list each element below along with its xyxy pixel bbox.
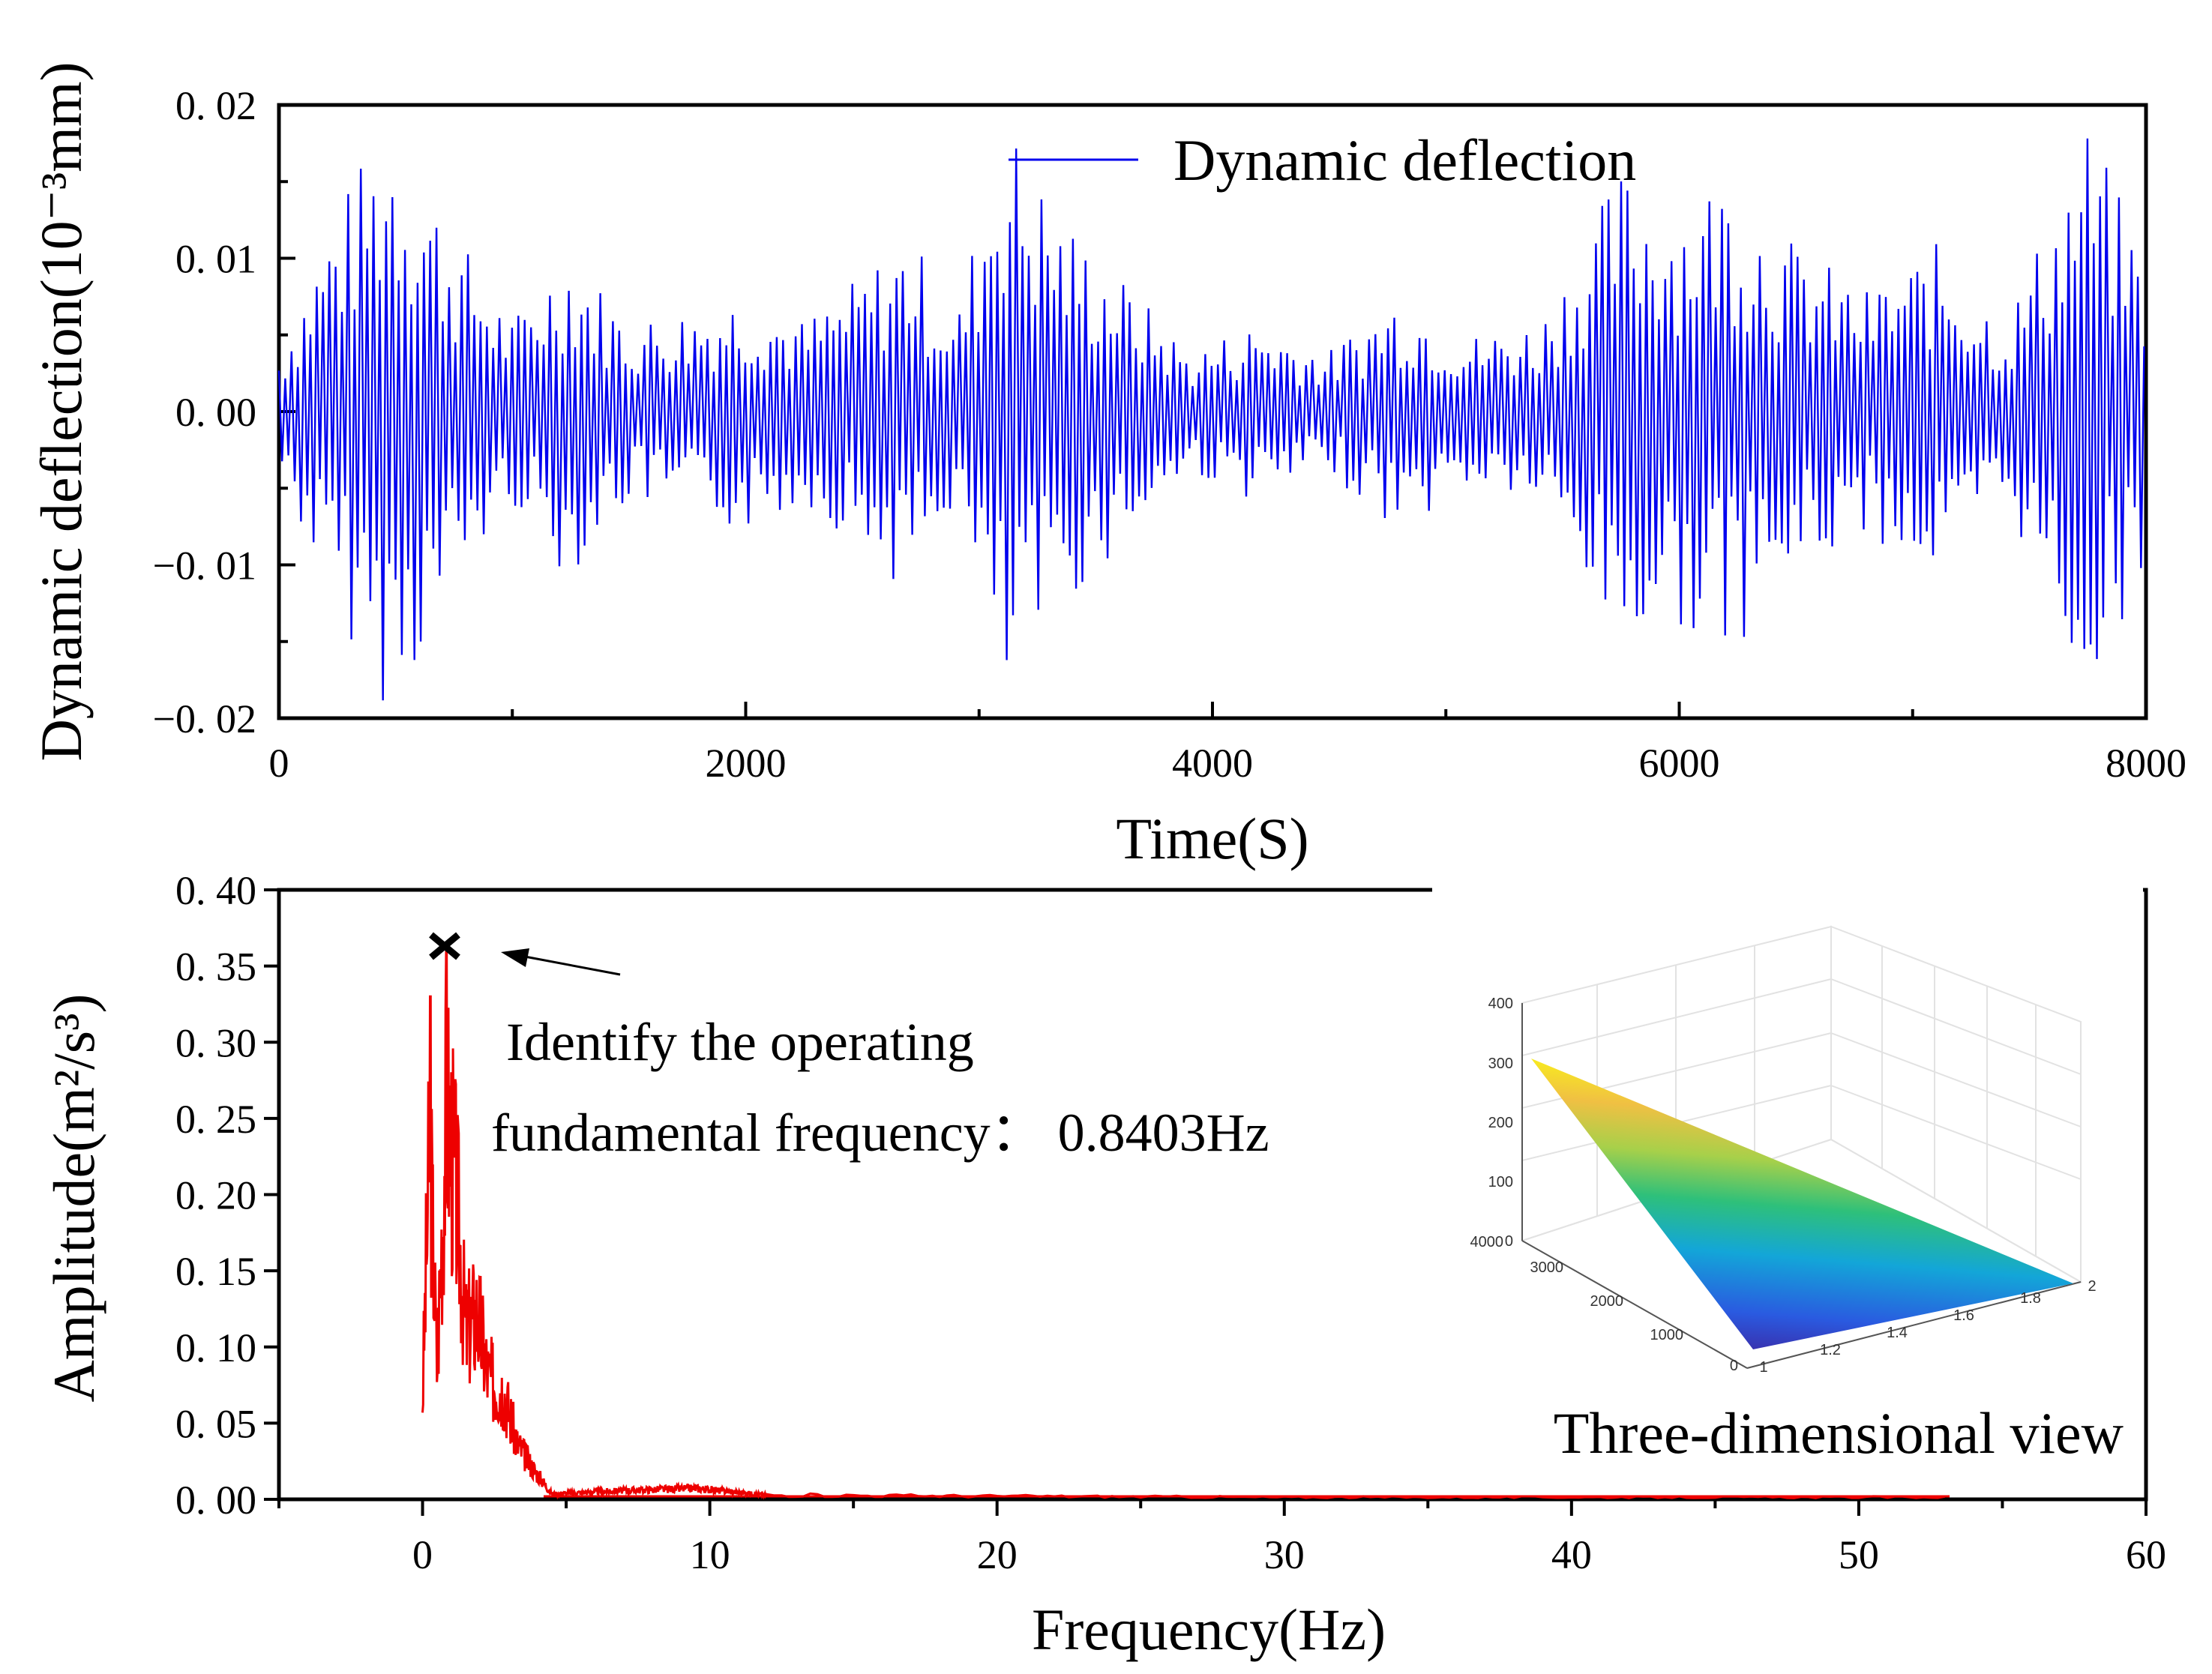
inset-title: Three-dimensional view	[1554, 1400, 2124, 1466]
inset-z-tick-label: 0	[1505, 1233, 1513, 1250]
y-tick-label: 0. 20	[175, 1173, 256, 1218]
x-tick-label: 60	[2126, 1532, 2166, 1577]
inset-x-tick-label: 1.8	[2020, 1290, 2041, 1307]
y-axis-line	[1521, 1240, 1748, 1369]
y-tick-label: 0. 02	[175, 83, 256, 128]
inset-y-tick-label: 1000	[1650, 1327, 1684, 1343]
y-tick-label: 0. 00	[175, 1478, 256, 1523]
y-tick-label: 0. 40	[175, 868, 256, 913]
inset-y-tick-label: 3000	[1530, 1259, 1564, 1276]
inset-z-tick-label: 200	[1488, 1115, 1513, 1131]
annotation-line-2: fundamental frequency： 0.8403Hz	[491, 1103, 1269, 1163]
peak-marker	[429, 932, 460, 960]
x-tick-label: 8000	[2106, 741, 2187, 786]
dynamic-deflection-series	[277, 138, 2145, 701]
inset-x-tick-label: 1	[1759, 1359, 1767, 1376]
inset-z-tick-label: 300	[1488, 1056, 1513, 1072]
inset-x-tick-label: 2	[2088, 1278, 2096, 1295]
y-tick-label: 0. 25	[175, 1097, 256, 1142]
top-x-axis-title: Time(S)	[1116, 806, 1308, 871]
bottom-x-axis-title: Frequency(Hz)	[1032, 1597, 1386, 1662]
annotation-arrow	[501, 948, 621, 976]
inset-y-tick-label: 0	[1730, 1358, 1738, 1374]
inset-y-tick-label: 4000	[1470, 1234, 1504, 1250]
inset-z-tick-label: 400	[1488, 996, 1513, 1012]
x-tick-label: 50	[1839, 1532, 1879, 1577]
y-tick-label: 0. 30	[175, 1020, 256, 1065]
x-tick-label: 30	[1264, 1532, 1305, 1577]
x-tick-label: 4000	[1172, 741, 1253, 786]
arrow-head	[501, 948, 529, 967]
grid-line	[1830, 1032, 2082, 1127]
top-legend: Dynamic deflection	[1009, 127, 1636, 193]
y-tick-label: 0. 01	[175, 237, 256, 282]
surface	[1531, 1059, 2073, 1349]
x-tick-label: 0	[269, 741, 289, 786]
x-tick-label: 20	[977, 1532, 1018, 1577]
grid-line	[1830, 978, 2082, 1075]
inset-x-tick-label: 1.4	[1887, 1325, 1908, 1341]
x-tick-label: 10	[690, 1532, 730, 1577]
x-tick-label: 2000	[706, 741, 787, 786]
x-tick-label: 40	[1551, 1532, 1592, 1577]
legend-label: Dynamic deflection	[1173, 127, 1636, 193]
y-tick-label: 0. 05	[175, 1401, 256, 1446]
inset-z-tick-label: 100	[1488, 1174, 1513, 1190]
inset-x-tick-label: 1.6	[1953, 1307, 1974, 1324]
y-tick-label: −0. 01	[153, 544, 256, 588]
y-tick-label: −0. 02	[153, 696, 256, 741]
inset-x-tick-label: 1.2	[1820, 1342, 1841, 1358]
x-tick-label: 6000	[1639, 741, 1720, 786]
top-y-axis-title: Dynamic deflection(10⁻³mm)	[28, 61, 94, 761]
y-tick-label: 0. 00	[175, 390, 256, 435]
inset-y-tick-label: 2000	[1590, 1293, 1624, 1310]
y-tick-label: 0. 15	[175, 1249, 256, 1294]
y-tick-label: 0. 35	[175, 945, 256, 990]
x-tick-label: 0	[412, 1532, 433, 1577]
inset-3d-view: 01002003004000100020003000400011.21.41.6…	[1432, 888, 2143, 1471]
grid-line	[1830, 1085, 2082, 1180]
peak-marker-stroke-2	[429, 932, 460, 960]
x-axis-line	[1746, 1281, 2082, 1369]
time-domain-chart: 0 2000 4000 6000 8000 0. 02 0. 01 0. 00 −0. 01 −0…	[28, 61, 2187, 871]
arrow-shaft	[524, 955, 621, 976]
bottom-y-axis-title: Amplitude(m²/s³)	[41, 993, 106, 1402]
spectrum-chart: 0 10 20 30 40 50 600. 400. 350. 300. 250. 200.…	[41, 868, 2166, 1662]
inset-axes	[1521, 1003, 2082, 1369]
annotation-line-1: Identify the operating	[506, 1012, 974, 1072]
y-tick-label: 0. 10	[175, 1325, 256, 1370]
